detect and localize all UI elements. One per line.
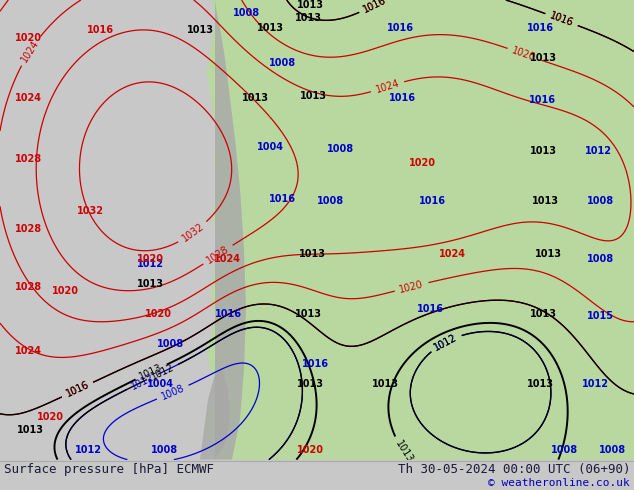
Text: 1013: 1013 [529, 309, 557, 319]
Text: 1024: 1024 [15, 346, 41, 356]
Text: 1012: 1012 [129, 372, 155, 392]
Text: 1020: 1020 [51, 286, 79, 296]
Text: 1013: 1013 [299, 249, 325, 259]
Text: 1028: 1028 [205, 244, 231, 266]
Text: 1016: 1016 [269, 194, 295, 204]
Text: 1008: 1008 [586, 254, 614, 264]
Text: 1016: 1016 [86, 25, 113, 35]
Text: 1016: 1016 [302, 359, 328, 369]
Text: 1028: 1028 [15, 282, 42, 292]
Text: 1012: 1012 [432, 332, 459, 352]
Text: 1013: 1013 [526, 379, 553, 390]
Text: 1016: 1016 [529, 96, 555, 105]
Text: 1013: 1013 [529, 53, 557, 63]
Text: 1016: 1016 [64, 380, 91, 399]
Text: 1013: 1013 [529, 146, 557, 155]
Text: 1015: 1015 [586, 311, 614, 321]
Text: 1020: 1020 [145, 309, 172, 319]
Text: 1016: 1016 [64, 380, 91, 399]
Text: 1013: 1013 [186, 25, 214, 35]
Text: 1012: 1012 [432, 332, 459, 352]
Text: 1020: 1020 [408, 158, 436, 168]
Text: 1012: 1012 [585, 146, 612, 155]
Text: 1016: 1016 [361, 0, 388, 15]
Text: 1013: 1013 [531, 196, 559, 206]
Polygon shape [215, 0, 246, 460]
Text: 1013: 1013 [136, 279, 164, 289]
Text: 1013: 1013 [372, 379, 399, 390]
Text: 1028: 1028 [15, 224, 42, 234]
Text: 1008: 1008 [598, 444, 626, 455]
Text: 1016: 1016 [389, 94, 415, 103]
Text: 1024: 1024 [374, 78, 401, 95]
Text: 1008: 1008 [552, 444, 579, 455]
Text: 1020: 1020 [399, 279, 425, 294]
Text: 1016: 1016 [214, 309, 242, 319]
Text: 1020: 1020 [511, 46, 537, 63]
Text: 1008: 1008 [233, 8, 259, 18]
Text: 1020: 1020 [37, 413, 63, 422]
Text: 1016: 1016 [417, 304, 444, 314]
Text: © weatheronline.co.uk: © weatheronline.co.uk [488, 478, 630, 488]
Text: 1008: 1008 [160, 383, 186, 402]
Text: 1024: 1024 [20, 38, 41, 64]
Text: 1012: 1012 [581, 379, 609, 390]
Text: 1024: 1024 [15, 94, 41, 103]
Text: 1013: 1013 [297, 379, 323, 390]
Text: 1028: 1028 [15, 153, 42, 164]
Text: 1013: 1013 [299, 91, 327, 101]
Text: 1004: 1004 [257, 142, 283, 151]
Text: 1012: 1012 [149, 362, 176, 382]
Text: 1032: 1032 [180, 221, 206, 244]
Text: 1008: 1008 [586, 196, 614, 206]
Text: 1004: 1004 [146, 379, 174, 390]
Text: 1012: 1012 [136, 259, 164, 269]
Text: 1008: 1008 [316, 196, 344, 206]
Text: 1013: 1013 [534, 249, 562, 259]
Text: 1024: 1024 [439, 249, 465, 259]
Text: 1020: 1020 [15, 33, 41, 43]
Text: 1012: 1012 [75, 444, 101, 455]
Text: 1008: 1008 [327, 144, 354, 153]
Text: 1013: 1013 [16, 424, 44, 435]
Text: 1008: 1008 [152, 444, 179, 455]
Text: 1016: 1016 [526, 23, 553, 33]
Polygon shape [206, 0, 634, 460]
Text: 1016: 1016 [387, 23, 413, 33]
Text: 1013: 1013 [257, 23, 283, 33]
Text: 1016: 1016 [548, 11, 575, 28]
Text: 1008: 1008 [268, 58, 295, 68]
Text: 1016: 1016 [418, 196, 446, 206]
Text: 1032: 1032 [77, 206, 103, 216]
Text: 1013: 1013 [393, 439, 415, 465]
Text: 1016: 1016 [548, 11, 575, 28]
Text: 1013: 1013 [295, 13, 321, 23]
Text: 1008: 1008 [157, 339, 184, 349]
Text: Surface pressure [hPa] ECMWF: Surface pressure [hPa] ECMWF [4, 463, 214, 476]
Text: 1013: 1013 [242, 94, 269, 103]
Text: 1024: 1024 [214, 254, 240, 264]
Text: 1013: 1013 [138, 362, 164, 382]
Text: 1013: 1013 [297, 0, 323, 10]
Text: 1013: 1013 [295, 309, 321, 319]
Text: 1020: 1020 [297, 444, 323, 455]
Text: Th 30-05-2024 00:00 UTC (06+90): Th 30-05-2024 00:00 UTC (06+90) [398, 463, 630, 476]
Polygon shape [200, 369, 230, 460]
Text: 1020: 1020 [136, 254, 164, 264]
Text: 1016: 1016 [361, 0, 388, 15]
